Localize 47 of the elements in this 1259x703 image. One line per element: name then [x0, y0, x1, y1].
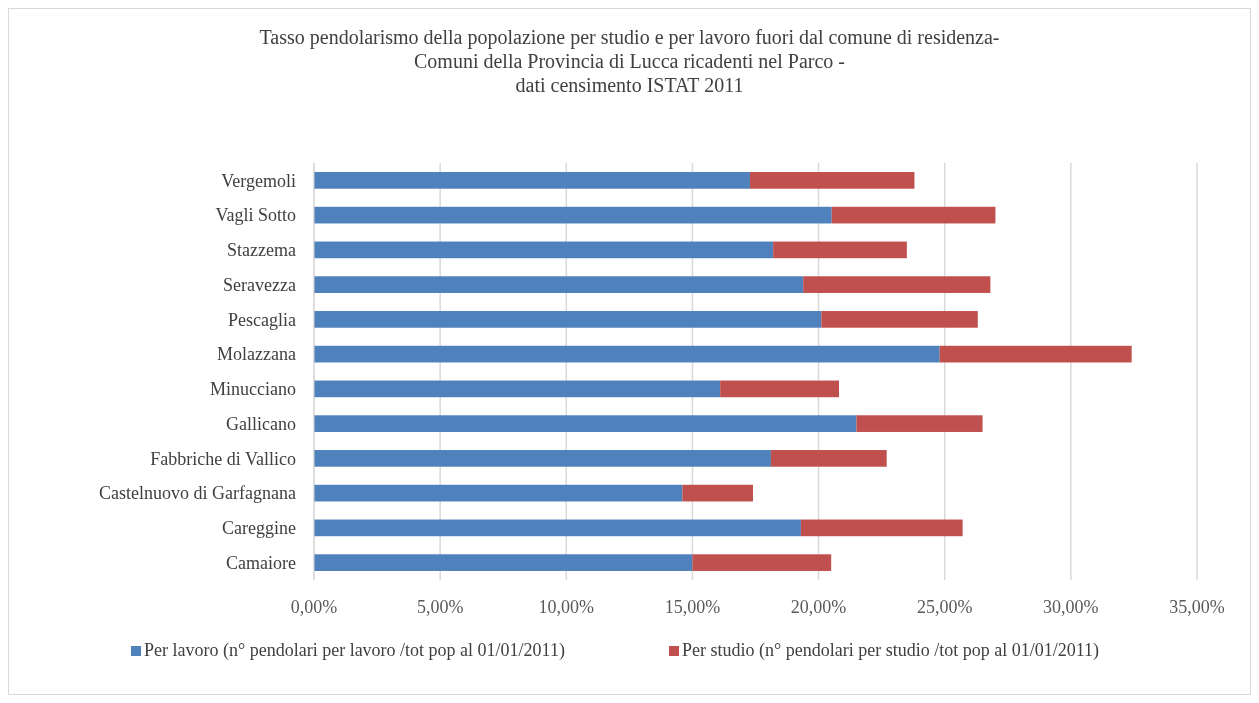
x-tick-label: 5,00% [416, 597, 464, 617]
bar [314, 172, 750, 189]
bar [314, 206, 832, 224]
bar [314, 380, 721, 398]
x-tick-label: 15,00% [664, 597, 721, 617]
x-tick-label: 35,00% [1169, 597, 1225, 617]
x-tick-label: 25,00% [916, 597, 973, 617]
x-tick-label: 0,00% [290, 597, 338, 617]
y-tick-label: Castelnuovo di Garfagnana [99, 483, 297, 504]
bar [749, 172, 915, 189]
bar [800, 519, 963, 537]
bar [314, 311, 822, 328]
x-tick-label: 20,00% [790, 597, 847, 617]
bar [720, 380, 840, 398]
bar [314, 519, 801, 537]
x-tick-label: 30,00% [1043, 597, 1099, 617]
bar [314, 276, 804, 293]
chart-title: Tasso pendolarismo della popolazione per studio e per lavoro fuori dal comune di residenza- Comuni della Provincia di Lucca ricadenti nel Parco - dati censimento ISTAT 2011 [259, 26, 1000, 96]
y-tick-label: Camaiore [226, 552, 296, 573]
bar [314, 241, 774, 259]
bar [314, 450, 771, 467]
legend-label: Per lavoro (n° pendolari per lavoro /tot pop al 01/01/2011) [144, 640, 565, 661]
x-tick-label: 10,00% [538, 597, 595, 617]
bar [803, 276, 991, 293]
bar [821, 311, 978, 328]
bar [314, 554, 693, 571]
y-tick-label: Vagli Sotto [215, 205, 296, 226]
bar [773, 241, 907, 259]
y-tick-label: Vergemoli [221, 170, 296, 191]
y-tick-label: Gallicano [226, 413, 296, 434]
bar [314, 415, 857, 432]
y-tick-label: Stazzema [227, 240, 296, 261]
bar [831, 206, 996, 224]
y-tick-label: Minucciano [210, 379, 296, 400]
y-tick-label: Fabbriche di Vallico [150, 448, 296, 469]
bar [692, 554, 832, 571]
bar [770, 450, 887, 467]
y-tick-label: Molazzana [217, 344, 297, 365]
bar [314, 484, 683, 502]
legend-label: Per studio (n° pendolari per studio /tot pop al 01/01/2011) [682, 640, 1099, 661]
y-tick-label: Careggine [222, 518, 297, 539]
bar [682, 484, 753, 502]
y-tick-label: Pescaglia [228, 309, 296, 330]
bar [314, 345, 940, 363]
bar [939, 345, 1132, 363]
y-tick-label: Seravezza [223, 274, 296, 295]
bar [856, 415, 983, 432]
